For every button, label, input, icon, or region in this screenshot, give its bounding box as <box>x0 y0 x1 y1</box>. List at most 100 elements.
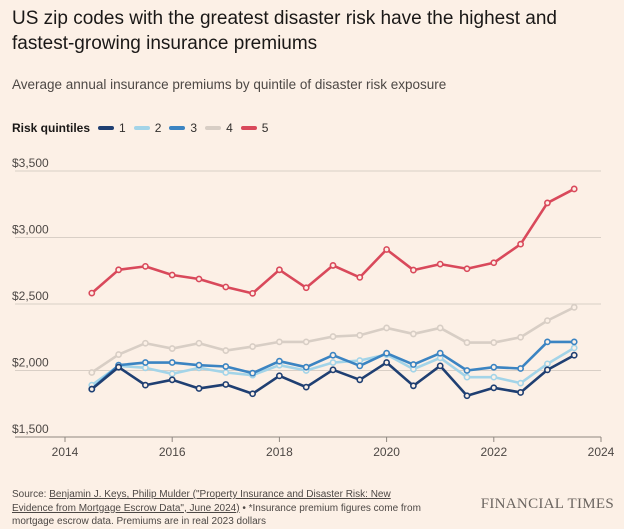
source-label: Source: <box>12 489 50 500</box>
data-point-1 <box>141 381 149 389</box>
data-point-2 <box>356 357 364 364</box>
data-point-5 <box>222 283 230 291</box>
data-point-5 <box>409 266 417 274</box>
data-point-1 <box>329 366 337 374</box>
data-point-4 <box>436 324 444 332</box>
data-point-1 <box>222 381 230 388</box>
y-tick-label: $2,500 <box>12 289 49 303</box>
data-point-2 <box>168 370 176 378</box>
data-point-3 <box>302 363 310 371</box>
data-point-5 <box>383 246 390 253</box>
legend-swatch <box>205 126 222 130</box>
data-point-1 <box>517 389 524 396</box>
data-point-4 <box>570 303 578 311</box>
data-point-4 <box>168 345 176 352</box>
data-point-5 <box>275 266 283 274</box>
data-point-5 <box>329 262 337 269</box>
chart-subtitle: Average annual insurance premiums by qui… <box>12 77 447 92</box>
legend-item-5: 5 <box>240 121 269 135</box>
data-point-3 <box>570 338 578 346</box>
data-point-5 <box>570 185 578 193</box>
x-tick-label: 2020 <box>373 445 400 459</box>
data-point-5 <box>490 259 498 267</box>
data-point-5 <box>195 275 203 283</box>
data-point-2 <box>570 344 578 352</box>
data-point-4 <box>329 333 337 340</box>
legend-label: 1 <box>119 121 126 135</box>
data-point-3 <box>168 359 176 366</box>
footnote: • *Insurance premium figures come from m… <box>12 502 421 528</box>
data-point-5 <box>168 271 176 279</box>
x-tick-label: 2016 <box>159 445 186 459</box>
data-point-3 <box>517 365 524 372</box>
data-point-4 <box>490 339 498 346</box>
data-point-5 <box>463 265 471 273</box>
x-tick-label: 2014 <box>52 445 79 459</box>
data-point-2 <box>544 360 551 368</box>
ft-logo: FINANCIAL TIMES <box>480 496 614 512</box>
data-point-4 <box>517 333 524 341</box>
data-point-5 <box>115 266 122 274</box>
data-point-3 <box>356 362 364 370</box>
data-point-3 <box>275 357 283 365</box>
data-point-1 <box>436 362 444 370</box>
data-point-1 <box>275 372 283 380</box>
data-point-1 <box>88 385 96 393</box>
x-tick-label: 2024 <box>588 445 615 459</box>
data-point-5 <box>141 262 149 270</box>
data-point-4 <box>383 324 390 332</box>
legend-swatch <box>133 126 150 130</box>
data-point-4 <box>302 338 310 346</box>
data-point-2 <box>222 369 230 376</box>
data-point-5 <box>544 199 551 207</box>
data-point-3 <box>490 363 498 371</box>
legend-swatch <box>98 126 115 130</box>
data-point-1 <box>356 376 364 384</box>
data-point-3 <box>436 349 444 357</box>
data-point-3 <box>329 351 337 359</box>
data-point-1 <box>383 359 390 366</box>
source-link[interactable]: Benjamin J. Keys, Philip Mulder ("Proper… <box>12 489 391 514</box>
legend-swatch <box>240 126 257 130</box>
legend-label: 2 <box>154 121 162 135</box>
data-point-3 <box>195 361 203 369</box>
data-point-1 <box>409 382 417 390</box>
data-point-3 <box>222 363 230 370</box>
series-line-5 <box>90 187 575 295</box>
data-point-2 <box>517 379 524 387</box>
data-point-3 <box>383 349 390 357</box>
data-point-3 <box>544 338 551 346</box>
data-point-4 <box>544 317 551 325</box>
legend-title: Risk quintiles <box>12 121 91 135</box>
data-point-5 <box>249 289 256 297</box>
legend-item-4: 4 <box>205 121 233 135</box>
data-point-5 <box>88 289 96 297</box>
legend: Risk quintiles 1 2 3 4 5 <box>12 121 276 135</box>
data-point-1 <box>544 366 551 374</box>
data-point-1 <box>115 363 122 371</box>
data-point-2 <box>490 373 498 381</box>
data-point-4 <box>409 330 417 338</box>
data-point-1 <box>302 383 310 391</box>
data-point-3 <box>409 361 417 368</box>
data-point-4 <box>275 338 283 346</box>
data-point-2 <box>463 373 471 381</box>
data-point-1 <box>195 385 203 392</box>
x-tick-label: 2018 <box>266 445 293 459</box>
legend-label: 5 <box>261 121 269 135</box>
legend-item-2: 2 <box>133 121 162 135</box>
legend-item-3: 3 <box>169 121 197 135</box>
data-point-2 <box>141 364 149 372</box>
data-point-4 <box>141 339 149 347</box>
data-point-4 <box>249 343 256 350</box>
data-point-4 <box>88 369 96 376</box>
y-tick-label: $2,000 <box>12 356 49 370</box>
data-point-3 <box>249 369 256 377</box>
data-point-4 <box>356 331 364 339</box>
chart-title: US zip codes with the greatest disaster … <box>12 8 557 54</box>
data-point-3 <box>141 359 149 366</box>
data-point-4 <box>195 339 203 347</box>
data-point-1 <box>463 392 471 400</box>
data-point-1 <box>249 390 256 398</box>
